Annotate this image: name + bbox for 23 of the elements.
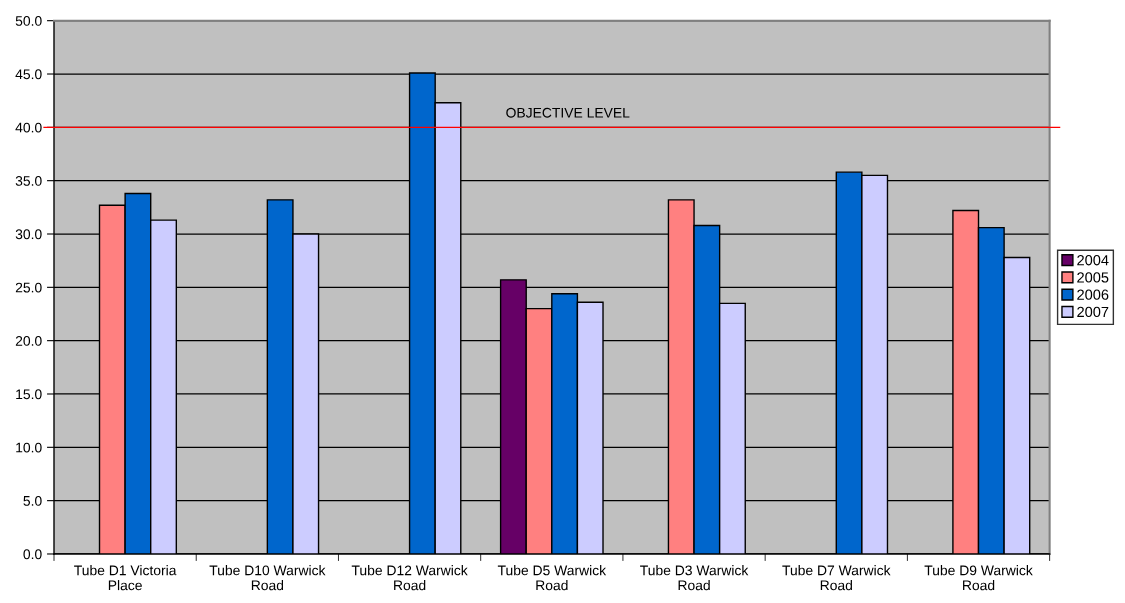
y-tick-label: 50.0 [15,16,42,26]
x-tick-label: Tube D1 Victoria Place [74,565,177,591]
y-tick-label: 25.0 [15,282,42,293]
y-tick-label: 10.0 [16,442,42,453]
x-tick-label: Tube D5 Warwick Road [497,565,607,591]
x-tick-label: Tube D9 Warwick Road [924,565,1033,591]
x-tick-label: Tube D12 Warwick Road [351,565,468,591]
y-tick-label: 5.0 [23,495,42,506]
x-tick-label: Tube D7 Warwick Road [782,565,891,591]
x-tick-label: Tube D10 Warwick Road [209,565,326,591]
legend-label: 2005 [1077,272,1109,283]
ref-line-label: OBJECTIVE LEVEL [506,107,630,118]
y-tick-label: 40.0 [15,122,42,133]
y-tick-label: 15.0 [16,389,42,400]
x-tick-label: Tube D3 Warwick Road [640,565,749,591]
legend-label: 2007 [1077,306,1109,318]
y-tick-label: 35.0 [15,176,42,186]
y-tick-label: 45.0 [15,69,42,80]
legend-label: 2004 [1077,255,1109,266]
y-tick-label: 20.0 [15,335,42,346]
y-tick-label: 30.0 [15,229,42,240]
y-tick-label: 0.0 [23,549,42,560]
legend-label: 2006 [1077,289,1109,300]
